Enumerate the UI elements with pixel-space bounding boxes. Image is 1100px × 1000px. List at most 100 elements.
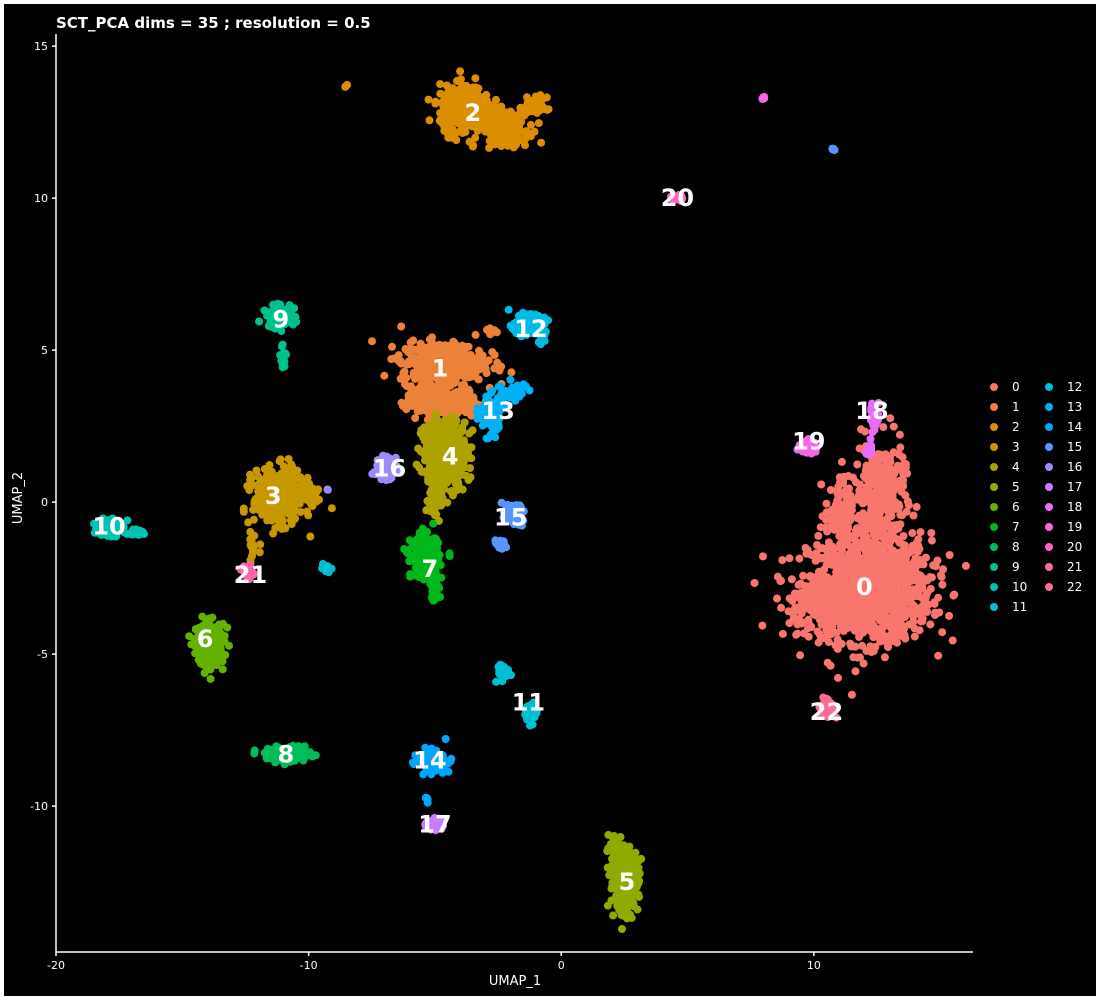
cell-point [918, 614, 927, 623]
cell-point [458, 485, 467, 494]
cell-point [306, 532, 315, 541]
cell-point [470, 397, 479, 406]
cell-point [910, 632, 919, 641]
cell-point [264, 474, 273, 482]
cluster-2-points [341, 67, 553, 152]
cell-point [885, 504, 894, 513]
cell-point [906, 577, 915, 586]
cell-point [464, 385, 473, 394]
cell-point [428, 393, 437, 402]
cell-point [415, 463, 424, 472]
cell-point [896, 443, 905, 452]
cell-point [889, 593, 898, 602]
cell-point [521, 141, 529, 150]
cell-point [777, 603, 786, 612]
cell-point [604, 830, 613, 839]
cell-point [502, 132, 511, 141]
cell-point [424, 95, 433, 104]
cell-point [445, 367, 454, 376]
cell-point [507, 368, 516, 377]
cell-point [526, 120, 535, 129]
cell-point [893, 638, 901, 647]
cell-point [473, 88, 481, 97]
cell-point [471, 74, 480, 83]
cell-point [902, 507, 911, 516]
cell-point [795, 554, 804, 563]
cell-point [853, 555, 862, 564]
cell-point [498, 139, 507, 147]
cell-point [845, 484, 853, 493]
cell-point [900, 556, 908, 565]
cell-point [850, 569, 859, 578]
cell-point [455, 471, 464, 480]
cell-point [404, 549, 413, 558]
cell-point [862, 573, 871, 582]
cell-point [843, 533, 852, 541]
cell-point [817, 616, 826, 625]
cell-point [849, 584, 858, 593]
cell-point [250, 531, 259, 540]
cell-point [823, 591, 832, 599]
cell-point [416, 340, 425, 349]
cell-point [866, 621, 875, 630]
cell-point [840, 609, 849, 618]
cell-point [759, 552, 767, 561]
cell-point [520, 111, 529, 120]
cell-point [474, 375, 483, 384]
cell-point [867, 584, 876, 593]
cell-point [883, 605, 891, 614]
cell-point [396, 357, 405, 366]
cell-point [878, 624, 887, 633]
cell-point [431, 502, 440, 511]
cell-point [256, 476, 265, 485]
cell-point [793, 629, 802, 638]
cell-point [403, 399, 412, 408]
cell-point [820, 581, 829, 590]
cell-point [462, 471, 470, 480]
cell-point [934, 651, 943, 660]
cell-point [475, 112, 484, 120]
cell-point [794, 615, 803, 623]
cell-point [447, 354, 456, 363]
cell-point [862, 524, 871, 533]
cell-point [839, 479, 847, 488]
cell-point [874, 613, 883, 622]
cell-point [893, 535, 902, 544]
cell-point [778, 629, 787, 638]
cell-point [276, 455, 285, 464]
cell-point [215, 622, 224, 631]
cell-point [934, 593, 943, 602]
cell-point [882, 480, 891, 489]
cell-point [263, 516, 272, 525]
cell-point [855, 444, 864, 453]
cell-point [823, 573, 832, 582]
cell-point [822, 499, 831, 508]
cell-point [820, 565, 829, 574]
cell-point [855, 480, 864, 489]
cell-point [858, 541, 866, 550]
cell-point [440, 126, 449, 135]
cell-point [431, 409, 440, 418]
cell-point [885, 573, 894, 582]
cell-point [895, 430, 904, 439]
cluster-0-points [750, 414, 970, 699]
cell-point [416, 382, 425, 391]
cell-point [829, 546, 838, 555]
cell-point [933, 556, 942, 565]
cell-point [492, 328, 501, 337]
cell-point [851, 617, 860, 626]
cell-point [414, 540, 423, 549]
cell-point [309, 490, 318, 499]
cell-point [796, 651, 805, 660]
cell-point [490, 140, 499, 149]
cell-point [302, 494, 311, 502]
cell-point [425, 335, 434, 344]
cell-point [526, 132, 535, 141]
cell-point [425, 464, 434, 473]
cell-point [465, 137, 474, 146]
cell-point [864, 547, 873, 556]
cell-point [622, 905, 631, 914]
cell-point [400, 367, 409, 376]
cell-point [480, 121, 489, 130]
cell-point [404, 391, 413, 400]
